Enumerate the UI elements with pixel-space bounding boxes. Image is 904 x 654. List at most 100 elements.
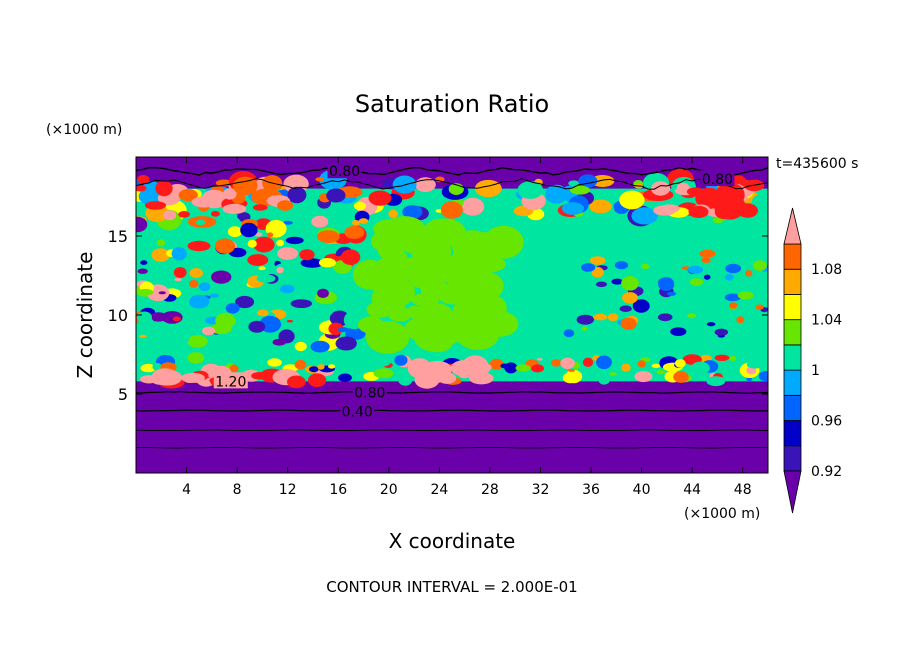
right-band-patch bbox=[687, 265, 704, 274]
updraft-patch bbox=[422, 218, 459, 250]
pink-patch bbox=[151, 374, 168, 385]
x-tick-label: 12 bbox=[279, 482, 297, 498]
left-band-patch bbox=[138, 334, 147, 338]
left-band-patch bbox=[299, 249, 315, 261]
inversion-patch bbox=[229, 364, 239, 373]
left-band-patch bbox=[253, 236, 275, 253]
updraft-patch bbox=[370, 257, 409, 292]
updraft-patch bbox=[397, 234, 424, 253]
x-tick-label: 32 bbox=[532, 482, 550, 498]
colorbar-label: 0.96 bbox=[811, 414, 842, 430]
left-band-patch bbox=[198, 282, 211, 292]
contour-label: 1.20 bbox=[215, 374, 246, 390]
inversion-patch bbox=[317, 364, 325, 370]
contour-label: 0.80 bbox=[354, 385, 385, 401]
right-band-patch bbox=[589, 256, 606, 265]
left-band-patch bbox=[195, 219, 206, 225]
inversion-patch bbox=[746, 377, 753, 382]
upper-layer-patch bbox=[210, 210, 220, 217]
inversion-patch bbox=[328, 364, 336, 369]
left-band-patch bbox=[279, 284, 295, 294]
inversion-patch bbox=[560, 357, 575, 369]
right-band-patch bbox=[666, 291, 677, 296]
contour-label: 0.40 bbox=[342, 404, 373, 420]
colorbar-box bbox=[783, 268, 802, 295]
left-band-patch bbox=[352, 220, 360, 226]
left-band-patch bbox=[258, 266, 266, 271]
left-band-patch bbox=[173, 267, 187, 278]
contour-label: 0.80 bbox=[329, 164, 360, 180]
contour-label-bg bbox=[352, 383, 387, 400]
left-band-patch bbox=[188, 294, 210, 309]
left-band-patch bbox=[151, 248, 170, 262]
inversion-patch bbox=[294, 359, 307, 370]
left-band-patch bbox=[140, 260, 148, 265]
inversion-patch bbox=[394, 354, 408, 366]
left-band-patch bbox=[328, 322, 344, 335]
upper-layer-patch bbox=[517, 181, 544, 199]
updraft-patch bbox=[410, 273, 436, 289]
left-band-patch bbox=[310, 340, 330, 353]
field-patches bbox=[136, 168, 768, 389]
left-band-patch bbox=[214, 238, 236, 254]
contour-0-40 bbox=[136, 409, 768, 412]
updraft-patch bbox=[370, 231, 395, 252]
right-band-patch bbox=[724, 274, 734, 281]
updraft-patch bbox=[459, 238, 486, 254]
inversion-patch bbox=[706, 376, 726, 387]
contour-0-80-top bbox=[136, 166, 768, 176]
left-band-patch bbox=[266, 232, 274, 238]
left-band-patch bbox=[171, 246, 187, 261]
pink-patch bbox=[191, 196, 217, 208]
right-band-patch bbox=[593, 313, 608, 321]
left-band-patch bbox=[317, 288, 329, 298]
upper-layer-patch bbox=[440, 201, 463, 219]
left-band-patch bbox=[340, 249, 361, 265]
inversion-patch bbox=[140, 363, 157, 373]
colorbar: 0.92 0.96 1 1.04 1.08 bbox=[783, 207, 842, 514]
left-band-patch bbox=[315, 267, 339, 289]
colorbar-bottom-triangle bbox=[783, 470, 802, 514]
colorbar-box bbox=[783, 394, 802, 421]
right-band-patch bbox=[611, 278, 624, 285]
left-band-patch bbox=[276, 239, 284, 247]
contour-label: 0.80 bbox=[702, 172, 733, 188]
pink-patch bbox=[136, 185, 147, 192]
right-band-patch bbox=[689, 278, 704, 286]
y-tick-label: 5 bbox=[118, 385, 128, 404]
left-band-patch bbox=[210, 293, 219, 298]
right-band-patch bbox=[614, 261, 629, 270]
upper-layer-patch bbox=[461, 197, 485, 216]
updraft-patch bbox=[414, 302, 454, 329]
inversion-patch bbox=[582, 357, 594, 367]
upper-layer-patch bbox=[326, 188, 346, 203]
left-band-patch bbox=[335, 336, 357, 351]
left-band-patch bbox=[187, 335, 208, 348]
x-tick-label: 36 bbox=[582, 482, 600, 498]
x-tick-label: 28 bbox=[481, 482, 499, 498]
x-tick-label: 20 bbox=[380, 482, 398, 498]
inversion-patch bbox=[308, 373, 327, 388]
contour-upper bbox=[136, 178, 768, 190]
inversion-patch bbox=[598, 377, 610, 385]
updraft-patch bbox=[366, 301, 393, 318]
pink-patch bbox=[232, 176, 258, 196]
pink-patch bbox=[181, 372, 205, 383]
left-band-patch bbox=[176, 336, 190, 343]
left-band-patch bbox=[247, 239, 257, 248]
right-band-patch bbox=[576, 314, 594, 325]
left-band-patch bbox=[235, 295, 255, 309]
upper-layer-patch bbox=[578, 174, 598, 188]
colorbar-label: 1.04 bbox=[811, 313, 842, 329]
upper-layer-patch bbox=[590, 175, 615, 187]
pink-patch bbox=[659, 204, 680, 213]
y-axis-title: Z coordinate bbox=[73, 252, 97, 379]
right-band-patch bbox=[703, 274, 711, 280]
left-band-patch bbox=[285, 236, 304, 245]
left-band-patch bbox=[136, 288, 154, 296]
pink-patch bbox=[222, 203, 247, 214]
right-band-patch bbox=[699, 249, 716, 258]
right-band-patch bbox=[622, 292, 638, 304]
upper-layer-patch bbox=[368, 190, 392, 206]
right-band-patch bbox=[632, 299, 650, 313]
